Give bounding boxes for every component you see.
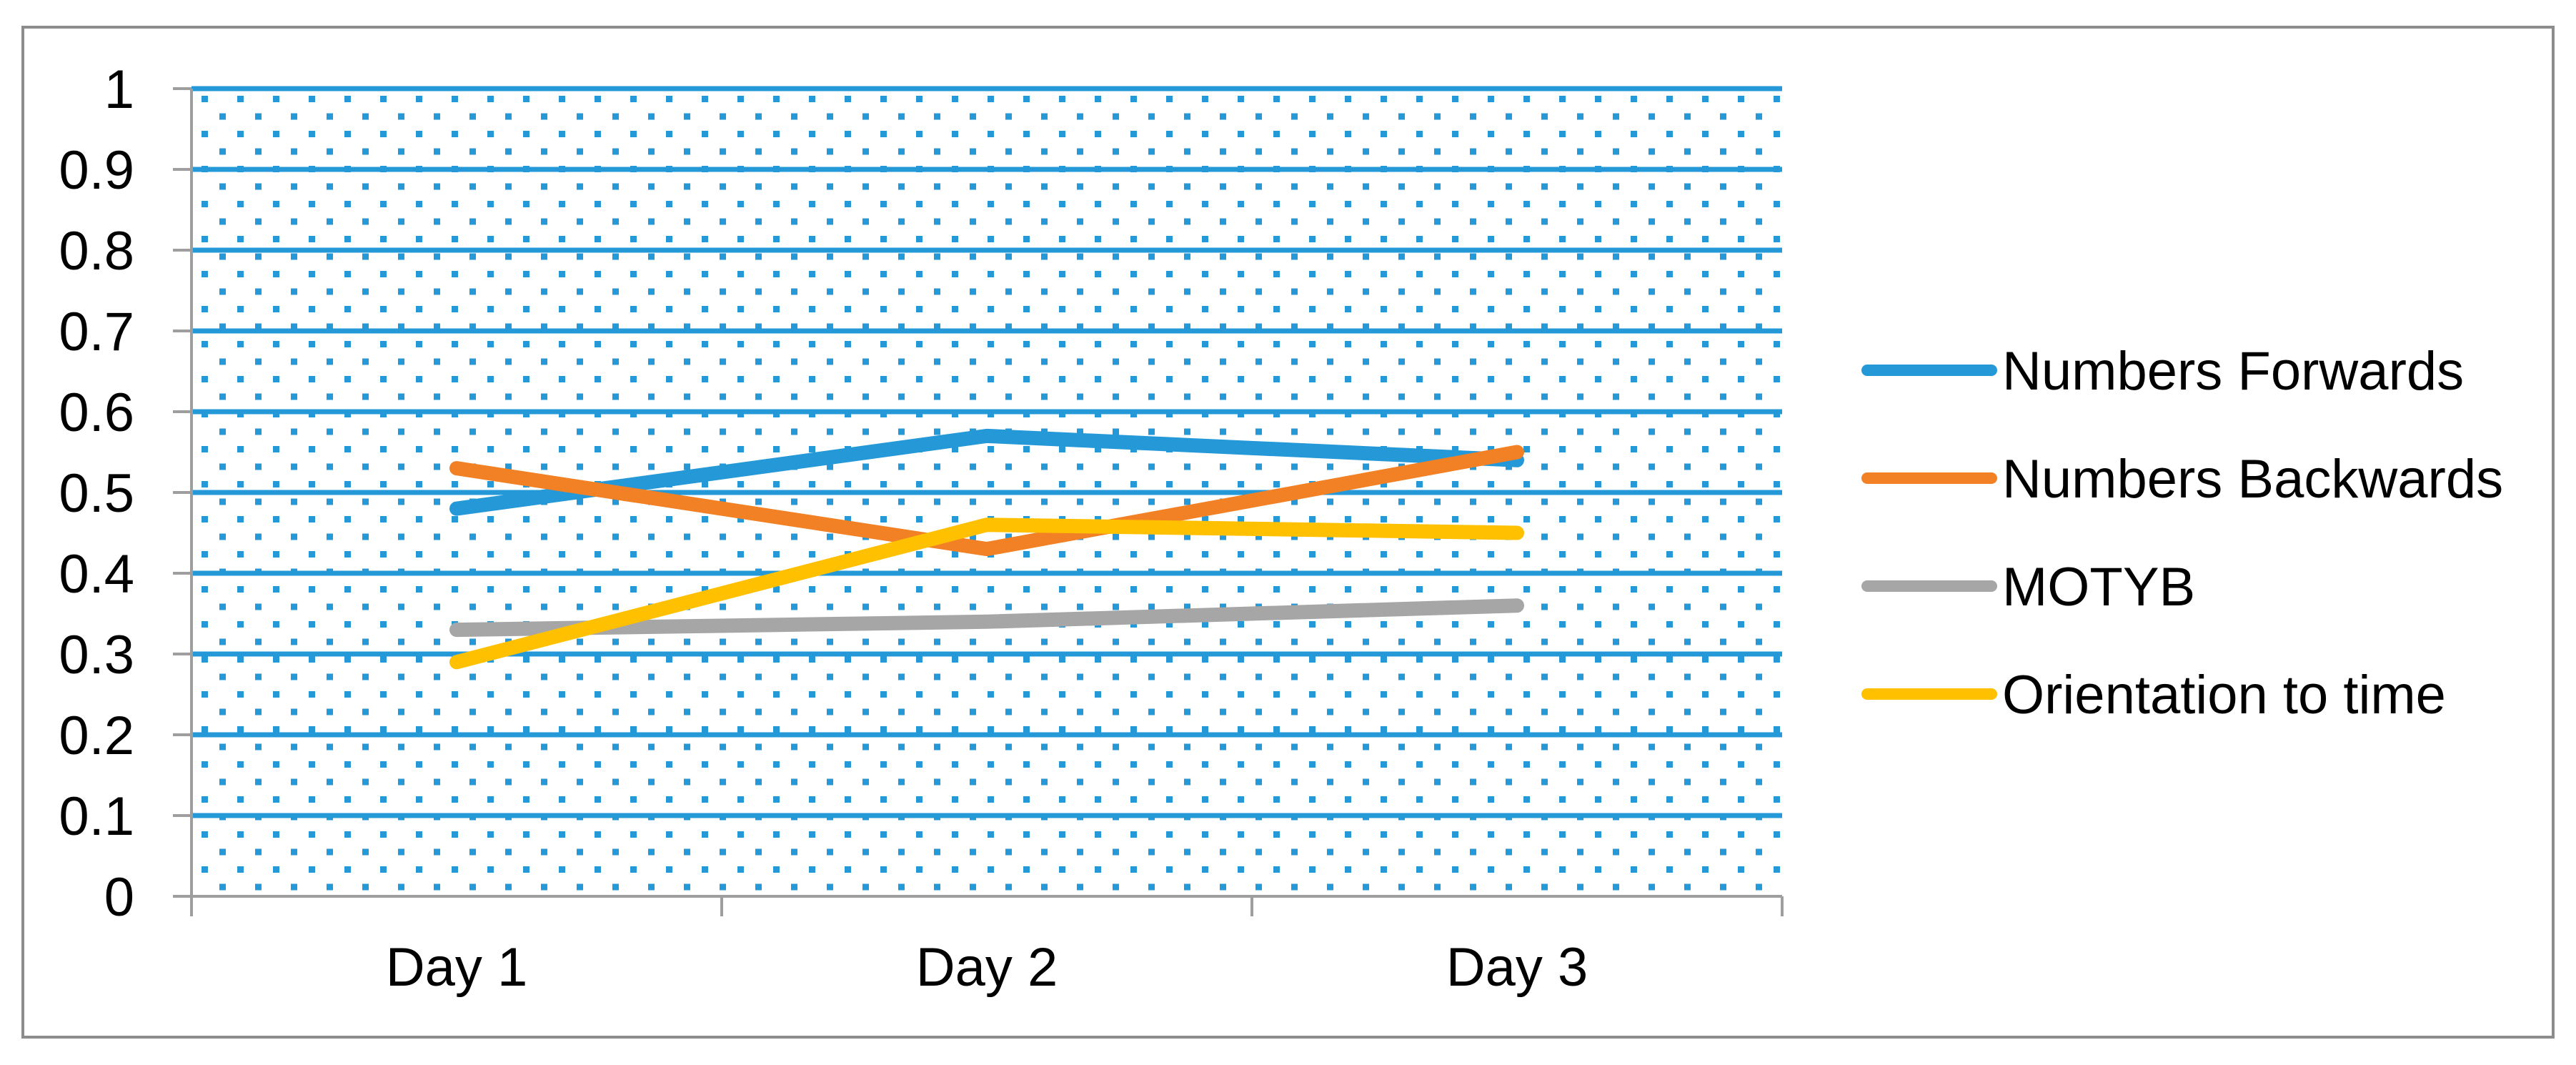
series-line-numbers-backwards (449, 445, 1524, 557)
y-tick-label: 0.9 (59, 140, 134, 201)
y-tick-label: 0.8 (59, 221, 134, 282)
y-tick-label: 0.5 (59, 463, 134, 524)
y-tick-label: 0.3 (59, 625, 134, 685)
legend-label: Numbers Backwards (2002, 449, 2503, 510)
legend-label: Numbers Forwards (2002, 341, 2464, 402)
legend-label: Orientation to time (2002, 665, 2446, 725)
y-tick-label: 0.7 (59, 302, 134, 362)
legend-item-numbers-forwards: Numbers Forwards (1861, 341, 2464, 402)
legend-item-orientation-to-time: Orientation to time (1861, 665, 2446, 725)
series-line-orientation-to-time (449, 517, 1524, 670)
x-category-label: Day 2 (916, 937, 1058, 998)
y-tick-label: 0.6 (59, 382, 134, 443)
y-tick-label: 0.2 (59, 705, 134, 766)
legend-item-motyb: MOTYB (1861, 557, 2195, 618)
y-tick-label: 0 (104, 867, 134, 928)
series-line-numbers-forwards (449, 428, 1524, 516)
y-tick-label: 0.4 (59, 544, 134, 605)
legend-label: MOTYB (2002, 557, 2195, 618)
x-category-label: Day 1 (386, 937, 528, 998)
x-category-label: Day 3 (1446, 937, 1588, 998)
y-tick-label: 1 (104, 59, 134, 120)
series-line-motyb (449, 598, 1524, 638)
legend-item-numbers-backwards: Numbers Backwards (1861, 449, 2503, 510)
y-tick-label: 0.1 (59, 786, 134, 847)
